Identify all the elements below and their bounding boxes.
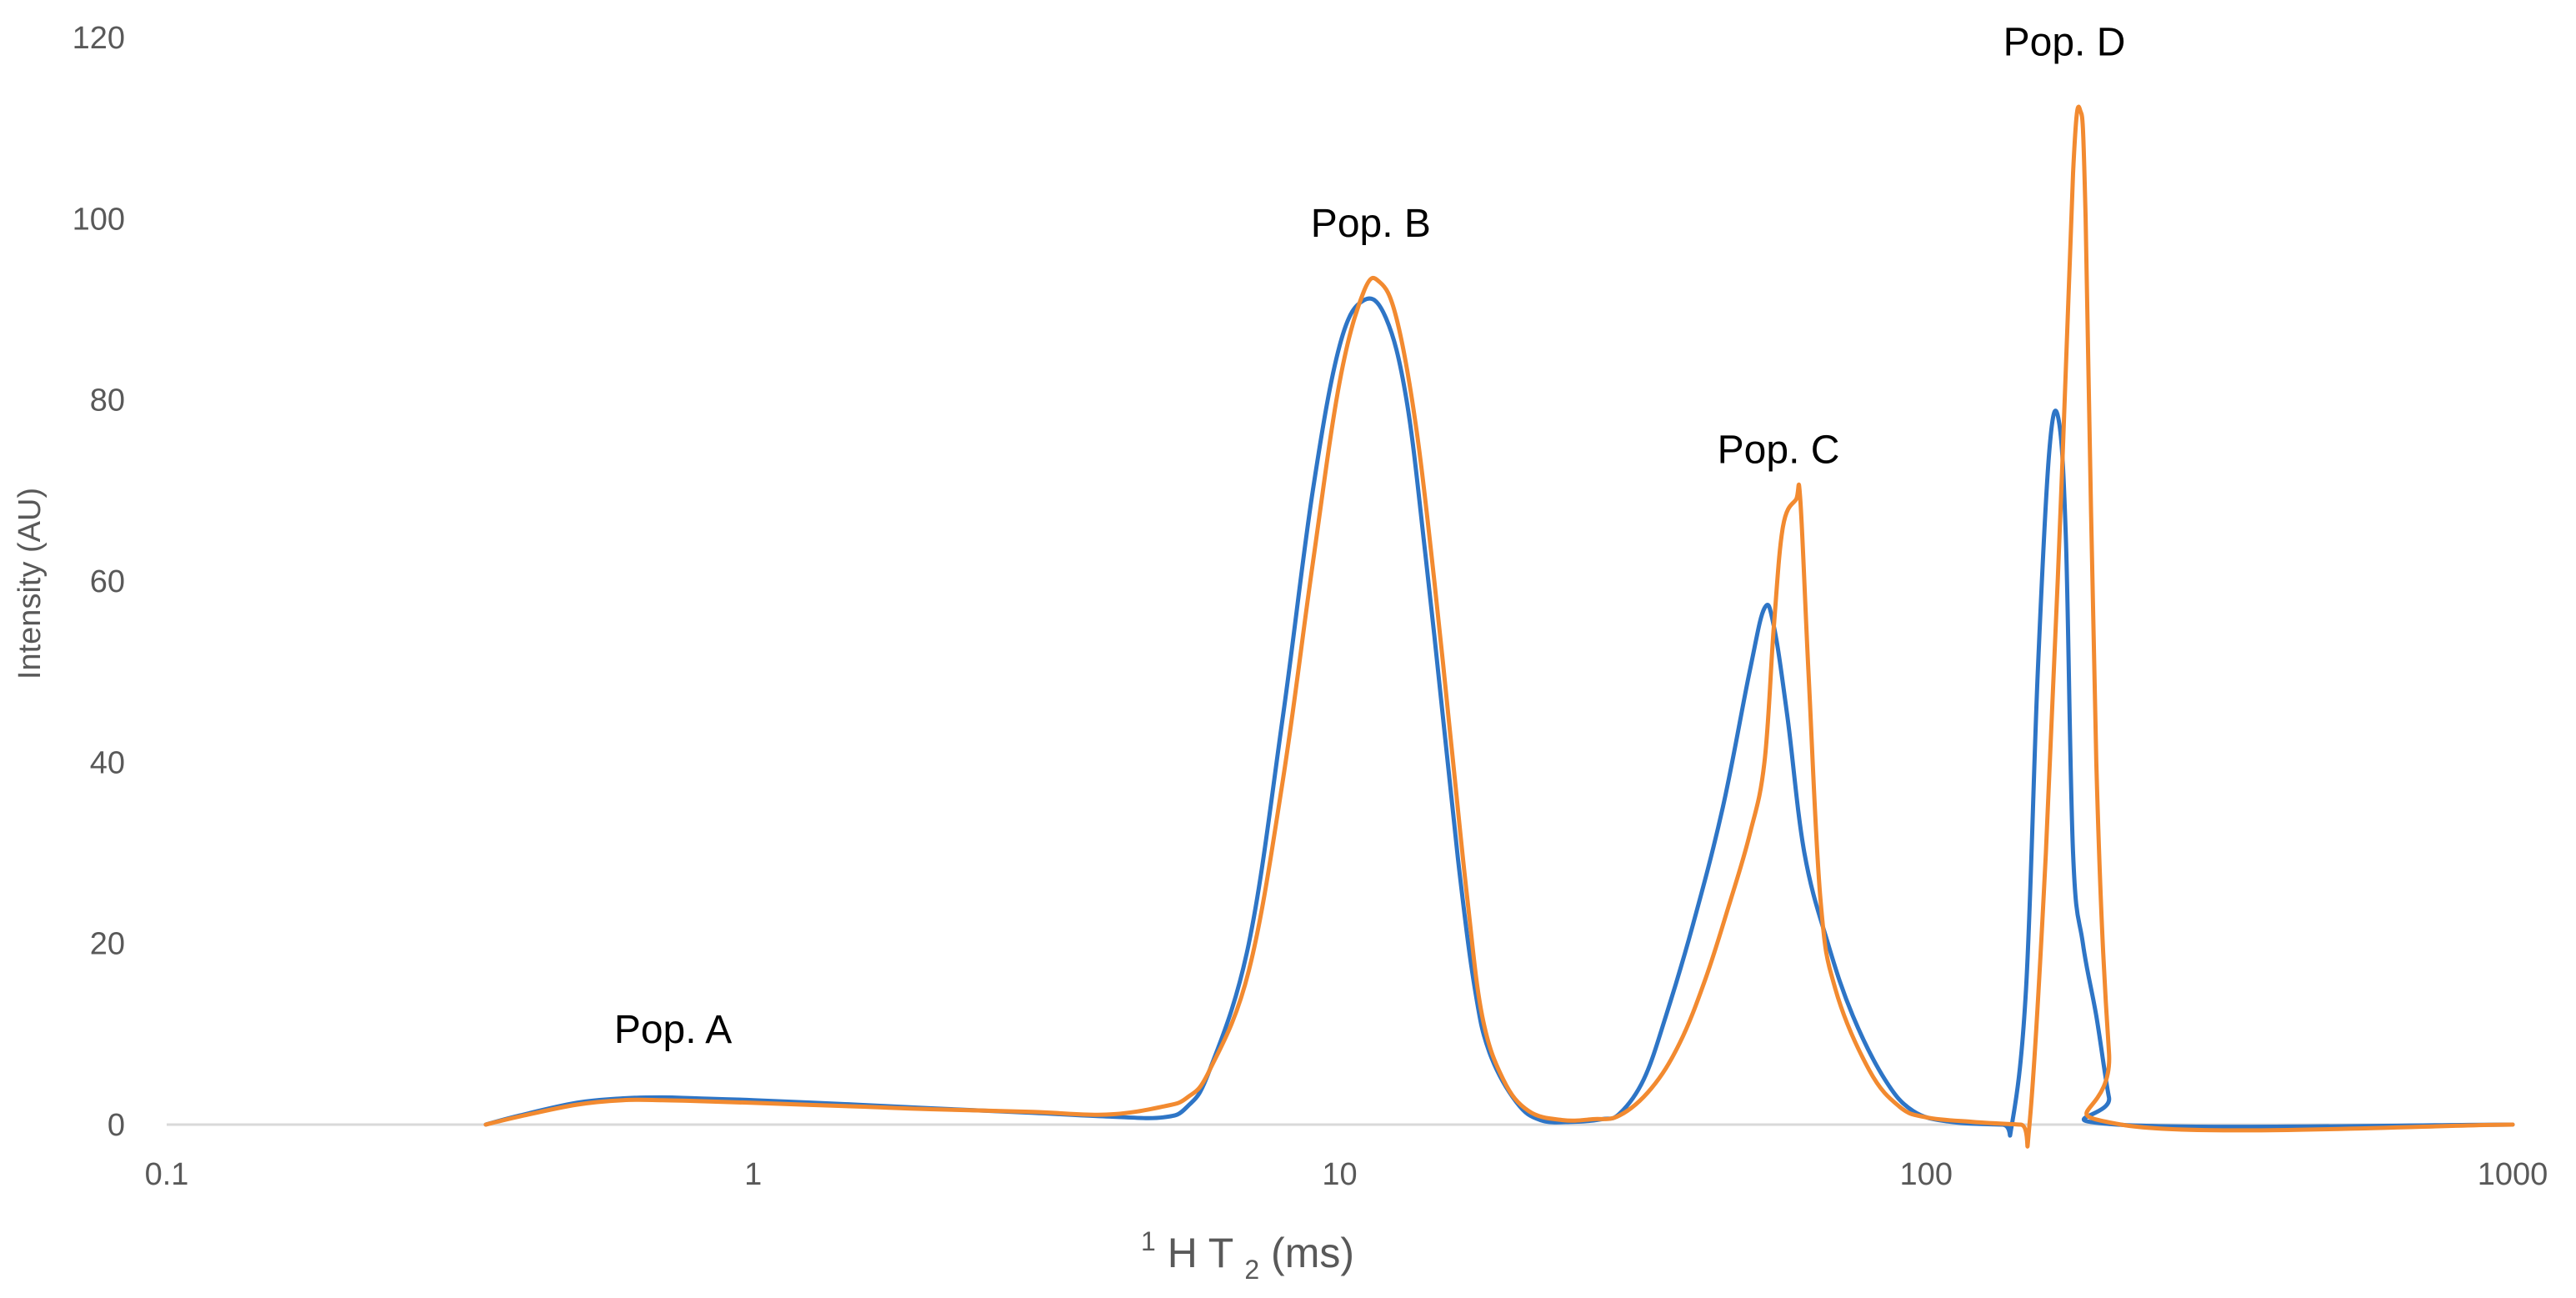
y-tick-label: 40 — [90, 745, 125, 780]
y-tick-label: 20 — [90, 927, 125, 962]
x-axis-title-unit: (ms) — [1271, 1230, 1354, 1276]
y-tick-label: 100 — [73, 202, 125, 237]
x-tick-label: 1000 — [2478, 1157, 2548, 1192]
x-axis-title-sub: 2 — [1244, 1255, 1259, 1285]
y-tick-label: 60 — [90, 564, 125, 599]
peak-label: Pop. D — [2003, 21, 2126, 65]
peak-label: Pop. C — [1718, 428, 1840, 473]
series-line-1 — [483, 296, 2515, 1138]
x-tick-label: 1 — [744, 1157, 762, 1192]
x-axis-ticks: 0.1 1 10 100 1000 — [145, 1157, 2548, 1192]
x-axis-title: 1 H T 2 (ms) — [1141, 1213, 1354, 1288]
x-axis-title-main: H T — [1168, 1230, 1233, 1276]
x-tick-label: 10 — [1322, 1157, 1357, 1192]
y-axis-ticks: 0 20 40 60 80 100 120 — [73, 21, 125, 1143]
x-axis-title-sup: 1 — [1141, 1226, 1156, 1256]
peak-label: Pop. A — [614, 1008, 732, 1052]
x-tick-label: 100 — [1900, 1157, 1953, 1192]
y-tick-label: 120 — [73, 21, 125, 56]
series-layer — [483, 104, 2515, 1149]
y-tick-label: 0 — [108, 1108, 125, 1143]
x-tick-label: 0.1 — [145, 1157, 189, 1192]
annotations-layer: Pop. A Pop. B Pop. C Pop. D — [614, 21, 2126, 1052]
series-line-2 — [483, 104, 2515, 1149]
y-tick-label: 80 — [90, 383, 125, 418]
y-axis-title: Intensity (AU) — [13, 488, 48, 679]
peak-label: Pop. B — [1311, 202, 1431, 246]
